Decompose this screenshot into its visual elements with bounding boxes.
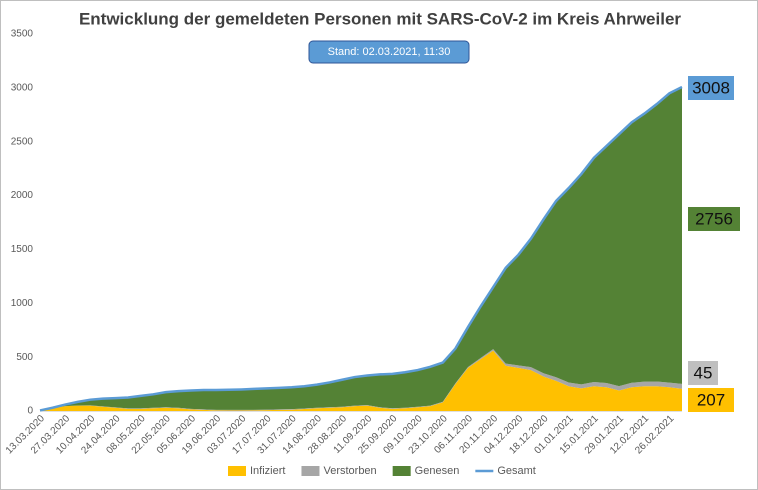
y-tick-label: 1500 xyxy=(11,244,34,255)
area xyxy=(40,86,682,411)
value-label-box xyxy=(688,361,718,385)
legend-label: Verstorben xyxy=(323,465,376,477)
value-label: 207 xyxy=(697,390,725,409)
legend-swatch xyxy=(392,466,411,476)
y-tick-label: 2000 xyxy=(11,190,34,201)
y-tick-label: 3500 xyxy=(11,29,34,40)
value-label-box xyxy=(688,207,740,231)
value-label: 3008 xyxy=(692,78,730,97)
subtitle-box xyxy=(308,40,470,64)
y-tick-label: 500 xyxy=(16,352,33,363)
total-line xyxy=(39,85,683,412)
legend-swatch xyxy=(301,466,320,476)
y-tick-label: 0 xyxy=(27,406,33,417)
y-tick-label: 1000 xyxy=(11,298,34,309)
y-tick-label: 3000 xyxy=(11,82,34,93)
subtitle: Stand: 02.03.2021, 11:30 xyxy=(328,46,451,58)
area xyxy=(40,350,682,411)
value-label-box xyxy=(688,388,734,412)
legend-label: Gesamt xyxy=(497,465,536,477)
legend-label: Infiziert xyxy=(250,465,285,477)
chart-title: Entwicklung der gemeldeten Personen mit … xyxy=(79,9,681,28)
legend-swatch xyxy=(228,466,246,476)
y-tick-label: 2500 xyxy=(11,136,34,147)
legend-label: Genesen xyxy=(415,465,460,477)
value-label: 45 xyxy=(694,363,713,382)
area xyxy=(40,349,682,411)
value-label-box xyxy=(688,76,734,100)
value-label: 2756 xyxy=(695,209,733,228)
